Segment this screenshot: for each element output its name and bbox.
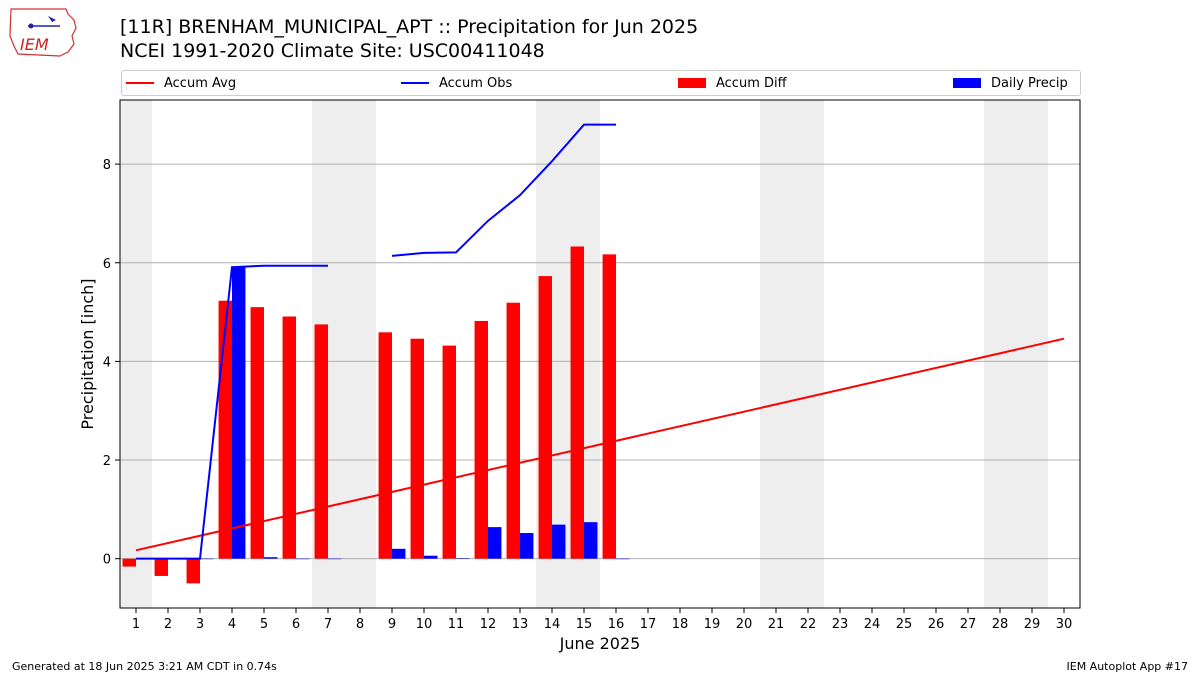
legend-item-accum-obs: Accum Obs [401,71,512,95]
y-tick-label: 0 [103,553,111,568]
x-tick-label: 23 [832,617,849,632]
x-tick-label: 8 [356,617,364,632]
accum-avg-line [135,337,1065,552]
daily-precip-bar [456,558,470,559]
legend-swatch-daily-precip [953,78,981,88]
legend-item-accum-avg: Accum Avg [126,71,236,95]
legend-item-daily-precip: Daily Precip [953,71,1068,95]
accum-diff-bar [378,332,392,559]
accum-diff-bar [474,320,488,559]
accum-diff-bar [314,324,328,559]
x-tick-label: 29 [1024,617,1041,632]
x-tick-label: 13 [512,617,529,632]
legend-label-accum-avg: Accum Avg [164,75,237,91]
chart-legend: Accum Avg Accum Obs Accum Diff Daily Pre… [121,70,1081,96]
x-tick-label: 1 [132,617,140,632]
iowa-map-logo-icon: IEM [9,8,77,57]
lines-layer [135,123,1065,560]
footer-app-text: IEM Autoplot App #17 [1066,660,1189,673]
x-tick-label: 20 [736,617,753,632]
chart-title: [11R] BRENHAM_MUNICIPAL_APT :: Precipita… [120,16,699,38]
daily-precip-bar [584,522,598,559]
x-tick-label: 16 [608,617,625,632]
legend-label-accum-obs: Accum Obs [439,75,513,91]
y-tick-label: 6 [103,257,111,272]
x-axis-label: June 2025 [559,634,641,653]
x-tick-label: 26 [928,617,945,632]
x-tick-label: 17 [640,617,657,632]
weekend-shade-band [760,100,824,608]
x-tick-label: 27 [960,617,977,632]
x-tick-label: 10 [416,617,433,632]
x-tick-label: 14 [544,617,561,632]
daily-precip-bar [232,267,246,559]
daily-precip-bar [552,524,566,559]
accum-diff-bar [602,254,616,559]
x-tick-label: 6 [292,617,300,632]
x-tick-label: 7 [324,617,332,632]
y-tick-label: 2 [103,454,111,469]
daily-precip-bar [488,527,502,559]
legend-swatch-accum-avg [126,82,154,84]
grid-lines [120,163,1080,560]
x-tick-label: 18 [672,617,689,632]
accum-diff-bar [154,558,168,576]
chart-subtitle: NCEI 1991-2020 Climate Site: USC00411048 [120,40,545,62]
accum-diff-bar [250,307,264,559]
x-tick-label: 4 [228,617,236,632]
daily-precip-bar [392,548,406,559]
logo-text: IEM [20,35,49,54]
y-axis-label: Precipitation [inch] [78,278,97,429]
accum-obs-line [136,264,328,560]
footer-generated-text: Generated at 18 Jun 2025 3:21 AM CDT in … [12,660,277,673]
x-tick-label: 15 [576,617,593,632]
accum-diff-bar [442,345,456,559]
daily-precip-bar [424,555,438,559]
y-tick-label: 8 [103,158,111,173]
daily-precip-bar [328,558,342,560]
accum-diff-bar [506,302,520,559]
daily-precip-bar [200,558,214,560]
bars-layer [122,246,630,584]
x-tick-label: 22 [800,617,817,632]
accum-diff-bar [186,558,200,584]
x-tick-label: 11 [448,617,465,632]
x-tick-label: 12 [480,617,497,632]
legend-swatch-accum-obs [401,82,429,84]
accum-diff-bar [538,276,552,559]
x-tick-label: 28 [992,617,1009,632]
y-tick-label: 4 [103,355,111,370]
accum-obs-line [391,123,616,257]
x-tick-label: 19 [704,617,721,632]
x-tick-label: 24 [864,617,881,632]
x-tick-label: 5 [260,617,268,632]
accum-diff-bar [122,558,136,567]
accum-diff-bar [218,300,232,559]
accum-diff-bar [282,316,296,559]
x-tick-label: 30 [1056,617,1073,632]
x-tick-label: 3 [196,617,204,632]
x-tick-label: 2 [164,617,172,632]
daily-precip-bar [616,558,630,560]
daily-precip-bar [264,557,278,559]
accum-diff-bar [570,246,584,559]
weekend-shade-band [120,100,152,608]
iem-logo: IEM [8,6,80,58]
x-tick-label: 9 [388,617,396,632]
daily-precip-bar [296,558,310,560]
legend-label-accum-diff: Accum Diff [716,75,787,91]
plot-frame [119,99,1081,609]
legend-label-daily-precip: Daily Precip [991,75,1068,91]
legend-swatch-accum-diff [678,78,706,88]
daily-precip-bar [520,533,534,559]
x-tick-label: 21 [768,617,785,632]
accum-diff-bar [410,338,424,559]
x-tick-label: 25 [896,617,913,632]
legend-item-accum-diff: Accum Diff [678,71,787,95]
